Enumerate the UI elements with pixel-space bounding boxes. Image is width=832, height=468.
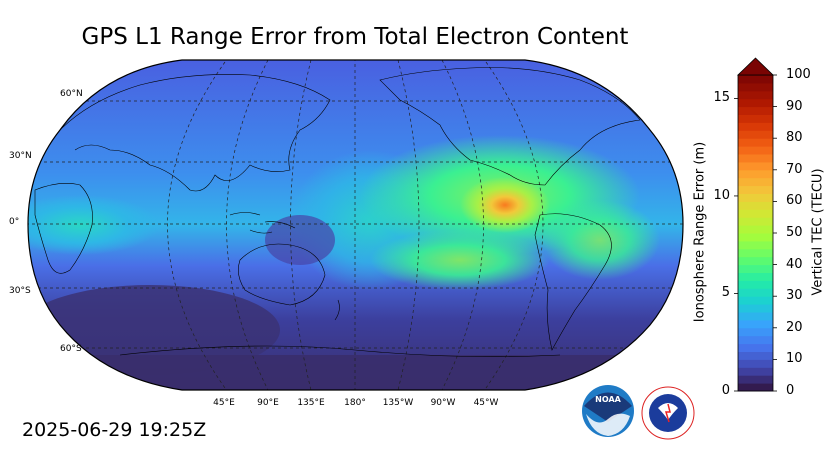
left-tick-label: 5	[721, 285, 730, 301]
colorbar-segment	[738, 383, 773, 392]
left-tick-label: 10	[713, 187, 730, 203]
coastlines	[34, 67, 641, 357]
colorbar-segment	[738, 98, 773, 108]
right-tick-label: 90	[786, 98, 803, 114]
tec-field	[28, 60, 683, 390]
left-tick-label: 15	[713, 90, 730, 106]
colorbar-segment	[738, 130, 773, 139]
colorbar-extend-arrow	[737, 57, 774, 76]
right-tick-label: 80	[786, 130, 803, 146]
right-tick-label: 30	[786, 288, 803, 304]
colorbar-segment	[738, 351, 773, 360]
colorbar-segment	[738, 138, 773, 147]
colorbar-segment	[738, 233, 773, 242]
lon-label: 135°W	[382, 398, 414, 408]
colorbar-segment	[738, 193, 773, 202]
colorbar-segment	[738, 177, 773, 187]
right-tick-label: 50	[786, 225, 803, 240]
chart-title: GPS L1 Range Error from Total Electron C…	[81, 24, 629, 50]
colorbar-segments	[738, 75, 773, 392]
right-tick-label: 0	[786, 383, 795, 398]
colorbar-segment	[738, 312, 773, 321]
lat-label: 30°S	[9, 286, 31, 296]
nws-logo	[641, 386, 695, 440]
colorbar-segment	[738, 288, 773, 297]
lat-label: 60°N	[60, 89, 83, 99]
colorbar-segment	[738, 122, 773, 131]
colorbar-segment	[738, 114, 773, 123]
colorbar-segment	[738, 146, 773, 155]
colorbar-segment	[738, 201, 773, 210]
colorbar-segment	[738, 248, 773, 258]
colorbar-segment	[738, 169, 773, 179]
left-axis-label: Ionosphere Range Error (m)	[692, 141, 708, 323]
right-tick-label: 100	[786, 67, 811, 82]
colorbar-segment	[738, 154, 773, 163]
lon-label: 135°E	[297, 398, 325, 408]
colorbar-segment	[738, 327, 773, 337]
colorbar-segment	[738, 90, 773, 100]
right-tick-label: 20	[786, 319, 803, 335]
colorbar-segment	[738, 225, 773, 234]
lat-label: 0°	[9, 217, 20, 227]
lon-label: 45°W	[473, 398, 499, 408]
colorbar-segment	[738, 296, 773, 305]
globe-outline	[27, 59, 684, 391]
right-tick-label: 40	[786, 256, 803, 272]
colorbar-segment	[738, 335, 773, 345]
lat-label: 30°N	[9, 151, 32, 161]
colorbar-segment	[738, 319, 773, 329]
colorbar-segment	[738, 106, 773, 115]
colorbar-segment	[738, 272, 773, 281]
right-axis-label: Vertical TEC (TECU)	[810, 168, 826, 296]
noaa-logo: NOAA	[582, 385, 634, 437]
colorbar-segment	[738, 256, 773, 266]
lon-label: 90°W	[430, 398, 456, 408]
lon-label: 45°E	[213, 398, 235, 408]
colorbar-segment	[738, 359, 773, 368]
colorbar-segment	[738, 185, 773, 194]
colorbar-segment	[738, 280, 773, 289]
lat-label: 60°S	[60, 344, 82, 354]
colorbar-segment	[738, 343, 773, 352]
colorbar-segment	[738, 375, 773, 384]
colorbar-segment	[738, 367, 773, 376]
right-tick-label: 10	[786, 351, 803, 367]
colorbar-segment	[738, 240, 773, 250]
lon-label: 180°	[344, 398, 366, 408]
colorbar-segment	[738, 82, 773, 92]
colorbar-segment	[738, 209, 773, 218]
svg-text:NOAA: NOAA	[595, 395, 621, 404]
timestamp: 2025-06-29 19:25Z	[22, 419, 207, 441]
logos: NOAA	[582, 385, 695, 440]
left-tick-label: 0	[721, 383, 730, 398]
lon-label: 90°E	[257, 398, 279, 408]
colorbar-segment	[738, 217, 773, 226]
right-tick-label: 70	[786, 161, 803, 177]
right-tick-label: 60	[786, 193, 803, 209]
colorbar-segment	[738, 304, 773, 313]
colorbar-segment	[738, 75, 773, 84]
colorbar-segment	[738, 264, 773, 273]
colorbar-segment	[738, 161, 773, 171]
